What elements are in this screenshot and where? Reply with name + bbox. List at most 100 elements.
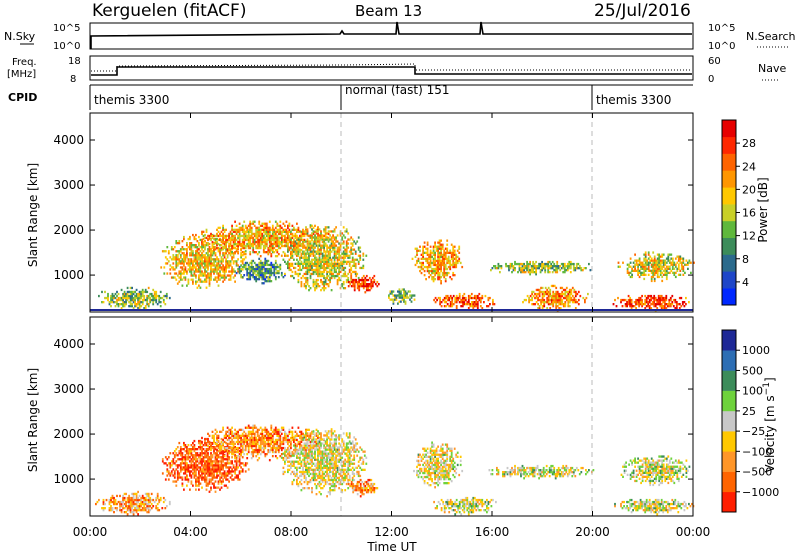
heatmap-cell: [124, 305, 126, 307]
heatmap-cell: [326, 277, 328, 279]
heatmap-cell: [437, 250, 439, 252]
heatmap-cell: [240, 243, 242, 245]
heatmap-cell: [682, 270, 684, 272]
heatmap-cell: [543, 299, 545, 301]
heatmap-cell: [654, 256, 656, 258]
heatmap-cell: [260, 239, 262, 241]
heatmap-cell: [127, 513, 129, 515]
heatmap-cell: [307, 281, 309, 283]
heatmap-cell: [328, 261, 330, 263]
heatmap-cell: [239, 464, 241, 466]
heatmap-cell: [249, 251, 251, 253]
heatmap-cell: [441, 301, 443, 303]
heatmap-cell: [292, 263, 294, 265]
heatmap-cell: [103, 301, 105, 303]
heatmap-cell: [212, 447, 214, 449]
heatmap-cell: [200, 456, 202, 458]
heatmap-cell: [416, 254, 418, 256]
heatmap-cell: [350, 269, 352, 271]
heatmap-cell: [231, 462, 233, 464]
heatmap-cell: [682, 274, 684, 276]
heatmap-cell: [204, 248, 206, 250]
heatmap-cell: [440, 240, 442, 242]
heatmap-cell: [296, 236, 298, 238]
heatmap-cell: [663, 266, 665, 268]
heatmap-cell: [316, 232, 318, 234]
heatmap-cell: [269, 231, 271, 233]
heatmap-cell: [195, 462, 197, 464]
heatmap-cell: [116, 301, 118, 303]
heatmap-cell: [139, 503, 141, 505]
heatmap-cell: [221, 268, 223, 270]
heatmap-cell: [175, 485, 177, 487]
heatmap-cell: [439, 278, 441, 280]
heatmap-cell: [119, 509, 121, 511]
heatmap-cell: [361, 277, 363, 279]
heatmap-cell: [240, 451, 242, 453]
heatmap-cell: [236, 462, 238, 464]
heatmap-cell: [151, 503, 153, 505]
heatmap-cell: [301, 269, 303, 271]
heatmap-cell: [139, 307, 141, 309]
heatmap-cell: [210, 480, 212, 482]
heatmap-cell: [353, 240, 355, 242]
heatmap-cell: [221, 249, 223, 251]
heatmap-cell: [278, 253, 280, 255]
heatmap-cell: [119, 507, 121, 509]
heatmap-cell: [281, 237, 283, 239]
heatmap-cell: [197, 250, 199, 252]
heatmap-cell: [148, 303, 150, 305]
heatmap-cell: [555, 303, 557, 305]
heatmap-cell: [269, 251, 271, 253]
heatmap-cell: [218, 268, 220, 270]
heatmap-cell: [341, 232, 343, 234]
heatmap-cell: [682, 268, 684, 270]
heatmap-cell: [658, 258, 660, 260]
heatmap-cell: [222, 466, 224, 468]
heatmap-cell: [169, 256, 171, 258]
heatmap-cell: [233, 276, 235, 278]
heatmap-cell: [308, 285, 310, 287]
heatmap-cell: [180, 270, 182, 272]
heatmap-cell: [239, 472, 241, 474]
heatmap-cell: [668, 301, 670, 303]
heatmap-cell: [157, 303, 159, 305]
heatmap-cell: [160, 497, 162, 499]
heatmap-cell: [367, 287, 369, 289]
heatmap-cell: [645, 256, 647, 258]
heatmap-cell: [177, 274, 179, 276]
heatmap-cell: [249, 247, 251, 249]
heatmap-cell: [639, 258, 641, 260]
heatmap-cell: [329, 281, 331, 283]
heatmap-cell: [349, 271, 351, 273]
heatmap-cell: [284, 273, 286, 275]
heatmap-cell: [411, 301, 413, 303]
nsky-tick-bottom: 10^0: [53, 41, 80, 52]
heatmap-cell: [669, 266, 671, 268]
heatmap-cell: [646, 299, 648, 301]
heatmap-cell: [370, 279, 372, 281]
heatmap-cell: [121, 509, 123, 511]
heatmap-cell: [682, 266, 684, 268]
heatmap-cell: [236, 468, 238, 470]
heatmap-cell: [350, 273, 352, 275]
heatmap-cell: [221, 443, 223, 445]
heatmap-cell: [180, 250, 182, 252]
heatmap-cell: [227, 427, 229, 429]
heatmap-cell: [175, 279, 177, 281]
heatmap-cell: [239, 237, 241, 239]
heatmap-cell: [260, 433, 262, 435]
heatmap-cell: [362, 253, 364, 255]
heatmap-cell: [447, 303, 449, 305]
heatmap-cell: [269, 227, 271, 229]
heatmap-cell: [121, 511, 123, 513]
heatmap-cell: [198, 276, 200, 278]
heatmap-cell: [240, 453, 242, 455]
heatmap-cell: [166, 458, 168, 460]
heatmap-cell: [548, 287, 550, 289]
heatmap-cell: [215, 480, 217, 482]
heatmap-cell: [239, 239, 241, 241]
heatmap-cell: [433, 248, 435, 250]
heatmap-cell: [264, 237, 266, 239]
